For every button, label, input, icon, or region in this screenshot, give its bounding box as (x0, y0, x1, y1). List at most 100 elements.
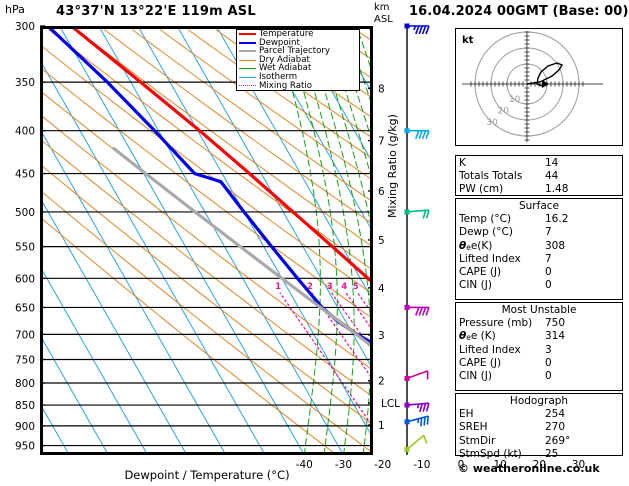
legend-label: Dry Adiabat (259, 54, 310, 65)
svg-text:7: 7 (378, 136, 385, 148)
svg-text:300: 300 (15, 21, 35, 33)
stat-key: StmSpd (kt) (459, 447, 522, 460)
stat-row: CIN (J) 0 (456, 279, 622, 292)
panel-title: Hodograph (509, 395, 569, 407)
legend-swatch (239, 59, 256, 61)
wind-barb (404, 370, 429, 381)
wind-barb (404, 415, 430, 427)
hodograph-panel[interactable]: 10 20 30 kt (455, 28, 623, 146)
svg-text:600: 600 (15, 273, 35, 285)
indices-panel: K 14 Totals Totals 44 PW (cm) 1.48 (455, 155, 623, 196)
svg-text:30: 30 (572, 459, 585, 471)
stat-value: 7 (545, 226, 552, 239)
stat-value: 270 (545, 421, 566, 434)
page-title: 43°37'N 13°22'E 119m ASL (56, 4, 256, 19)
hodograph-trace (526, 62, 564, 87)
legend-label: Mixing Ratio (259, 80, 312, 91)
pressure-unit-label: hPa (5, 3, 25, 16)
stat-row: CAPE (J) 0 (456, 357, 622, 370)
stat-value: 1.48 (545, 183, 569, 196)
stat-row: StmSpd (kt) 25 (456, 448, 622, 461)
stat-row: StmDir 269° (456, 435, 622, 448)
stat-key: StmDir (459, 434, 496, 447)
stat-key: CAPE (J) (459, 356, 502, 369)
profile-parcel-trajectory (112, 146, 373, 349)
skewt-diagram[interactable]: 12345810152025 (40, 26, 373, 455)
stat-row: θee (K) 314 (456, 330, 622, 343)
height-unit-label-km: km (374, 2, 390, 13)
legend-swatch (239, 85, 256, 87)
legend-item-isotherm: Isotherm (237, 73, 359, 82)
stat-row: Totals Totals 44 (456, 170, 622, 183)
svg-text:3: 3 (327, 282, 333, 292)
svg-text:550: 550 (15, 242, 35, 254)
panel-title: Most Unstable (501, 304, 577, 316)
svg-text:700: 700 (15, 329, 35, 341)
stat-value: 25 (545, 447, 559, 460)
legend-item-temperature: Temperature (237, 30, 359, 39)
svg-text:-20: -20 (374, 459, 391, 471)
profile-dewpoint (46, 26, 373, 346)
copyright-label: © weatheronline.co.uk (458, 462, 600, 475)
stat-value: 269° (545, 434, 571, 447)
legend-label: Temperature (259, 29, 314, 39)
legend: Temperature Dewpoint Parcel Trajectory Dry … (236, 29, 360, 91)
legend-swatch (239, 50, 256, 53)
legend-item-wet-adiabat: Wet Adiabat (237, 64, 359, 73)
stat-key: CIN (J) (459, 369, 492, 382)
legend-label: Parcel Trajectory (259, 46, 330, 57)
legend-label: Wet Adiabat (259, 63, 312, 74)
hodograph-stats-panel: Hodograph EH 254 SREH 270 StmDir 269° StmSpd (k… (455, 393, 623, 460)
legend-item-parcel-trajectory: Parcel Trajectory (237, 47, 359, 56)
datetime-header: 16.04.2024 00GMT (Base: 00) (409, 4, 629, 19)
stat-key: Pressure (mb) (459, 317, 533, 330)
legend-swatch (239, 76, 256, 78)
stat-value: 314 (545, 330, 566, 343)
svg-text:350: 350 (15, 77, 35, 89)
stat-value: 308 (545, 239, 566, 252)
stat-value: 3 (545, 343, 552, 356)
mixing-ratio-axis-label: Mixing Ratio (g/kg) (386, 114, 399, 218)
panel-title: Surface (518, 200, 559, 212)
stat-key: Totals Totals (459, 170, 523, 183)
storm-motion-marker (542, 80, 549, 88)
svg-text:2: 2 (307, 282, 313, 292)
svg-text:1: 1 (275, 282, 281, 292)
most-unstable-panel: Most Unstable Pressure (mb) 750 θee (K) 314 L… (455, 302, 623, 391)
stat-value: 44 (545, 170, 559, 183)
stat-key: CIN (J) (459, 279, 492, 292)
legend-swatch (239, 68, 256, 70)
stat-key: Dewp (°C) (459, 226, 513, 239)
svg-text:850: 850 (15, 400, 35, 412)
stat-value: 0 (545, 369, 552, 382)
legend-swatch (239, 41, 256, 44)
svg-text:4: 4 (341, 282, 347, 292)
surface-panel: Surface Temp (°C) 16.2 Dewp (°C) 7 θee(K) 308 L… (455, 198, 623, 300)
stat-key: Temp (°C) (459, 213, 512, 226)
stat-row: θee(K) 308 (456, 240, 622, 253)
stat-row: SREH 270 (456, 421, 622, 434)
stat-key: SREH (459, 421, 488, 434)
svg-text:4: 4 (378, 283, 385, 295)
stat-row: CIN (J) 0 (456, 370, 622, 383)
stat-key: Lifted Index (459, 252, 521, 265)
stat-key: K (459, 157, 466, 169)
stat-row: PW (cm) 1.48 (456, 183, 622, 196)
hodograph-unit-label: kt (462, 35, 474, 46)
svg-text:650: 650 (15, 302, 35, 314)
stat-value: 0 (545, 265, 552, 278)
legend-item-dewpoint: Dewpoint (237, 38, 359, 48)
svg-text:-10: -10 (413, 459, 430, 471)
stat-row: CAPE (J) 0 (456, 266, 622, 279)
stat-row: Dewp (°C) 7 (456, 226, 622, 239)
svg-text:5: 5 (353, 282, 359, 292)
svg-text:10: 10 (493, 459, 506, 471)
stat-key: PW (cm) (459, 183, 504, 196)
svg-text:20: 20 (533, 459, 546, 471)
svg-text:1: 1 (378, 420, 385, 432)
wind-barb (404, 128, 430, 139)
stat-key: θee(K) (459, 239, 493, 252)
stat-value: 16.2 (545, 213, 569, 226)
